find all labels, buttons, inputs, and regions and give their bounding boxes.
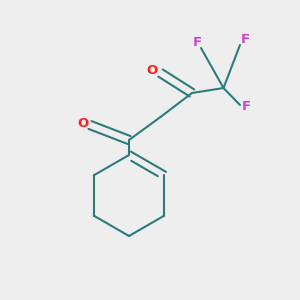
Text: F: F [242,100,251,113]
Text: F: F [241,33,250,46]
Text: F: F [193,36,202,49]
Text: O: O [146,64,158,77]
Text: O: O [78,117,89,130]
